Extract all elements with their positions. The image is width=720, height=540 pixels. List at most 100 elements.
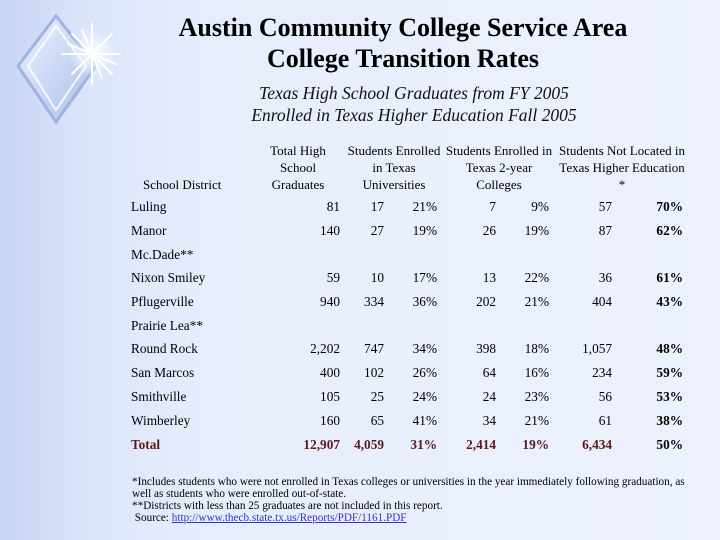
cell-notlocated-count: 1,057: [582, 341, 613, 356]
cell-total-graduates: 12,907: [303, 437, 340, 452]
cell-notlocated-pct: 61%: [656, 270, 684, 285]
cell-district: Prairie Lea**: [131, 317, 203, 333]
cell-district: Nixon Smiley: [131, 270, 206, 285]
cell-2yr-count: 7: [489, 199, 497, 214]
table-row: Manor 140 27 19% 26 19% 87 62%: [129, 219, 689, 243]
sparkle-diamond-logo: [16, 13, 121, 125]
cell-univ-count: 17: [370, 199, 384, 214]
cell-total-univ-count: 4,059: [354, 437, 384, 452]
cell-univ-pct: 34%: [412, 341, 438, 356]
cell-univ-count: [345, 243, 389, 266]
subtitle-line-2: Enrolled in Texas Higher Education Fall …: [251, 105, 577, 125]
cell-district: Manor: [131, 223, 167, 238]
source-link[interactable]: http://www.thecb.state.tx.us/Reports/PDF…: [171, 512, 407, 524]
cell-notlocated-pct: [617, 243, 689, 266]
cell-district: Luling: [131, 199, 167, 214]
table-total-row: Total 12,907 4,059 31% 2,414 19% 6,434 5…: [129, 433, 689, 457]
cell-notlocated-pct: 62%: [656, 223, 684, 238]
cell-univ-pct: [389, 243, 443, 266]
table-row: Wimberley 160 65 41% 34 21% 61 38%: [129, 409, 689, 433]
cell-2yr-pct: 21%: [524, 294, 550, 309]
source-line: Source: http://www.thecb.state.tx.us/Rep…: [132, 512, 702, 524]
cell-graduates: 160: [320, 413, 340, 428]
cell-2yr-pct: 23%: [524, 389, 550, 404]
footnote-not-located: *Includes students who were not enrolled…: [132, 476, 685, 500]
cell-notlocated-count: [555, 243, 617, 266]
header-universities: Students Enrolled in Texas Universities: [347, 143, 441, 192]
slide-title: Austin Community College Service Area Co…: [100, 12, 706, 74]
cell-univ-pct: 19%: [412, 223, 438, 238]
cell-notlocated-count: 404: [592, 294, 613, 309]
table-row: Luling 81 17 21% 7 9% 57 70%: [129, 195, 689, 219]
cell-2yr-pct: 9%: [531, 199, 550, 214]
cell-univ-count: 27: [370, 223, 384, 238]
cell-univ-pct: 21%: [412, 199, 438, 214]
cell-univ-count: 65: [370, 413, 384, 428]
cell-2yr-pct: 21%: [524, 413, 550, 428]
cell-notlocated-pct: 53%: [656, 389, 684, 404]
table-row: Round Rock 2,202 747 34% 398 18% 1,057 4…: [129, 337, 689, 361]
cell-notlocated-count: 87: [598, 223, 613, 238]
cell-graduates: 59: [326, 270, 340, 285]
cell-district: Smithville: [131, 389, 187, 404]
cell-total-notlocated-pct: 50%: [656, 437, 684, 452]
cell-univ-count: 102: [364, 365, 384, 380]
cell-2yr-count: 202: [476, 294, 497, 309]
cell-notlocated-pct: 59%: [656, 365, 684, 380]
cell-graduates: 940: [320, 294, 340, 309]
cell-2yr-pct: 19%: [524, 223, 550, 238]
table-header-row: School District Total High School Gradua…: [129, 140, 689, 195]
cell-univ-count: 334: [364, 294, 384, 309]
header-two-year-colleges: Students Enrolled in Texas 2-year Colleg…: [445, 143, 553, 192]
table-row: Mc.Dade**: [129, 243, 689, 266]
cell-notlocated-count: 234: [592, 365, 613, 380]
cell-notlocated-count: 56: [598, 389, 613, 404]
cell-2yr-pct: 22%: [524, 270, 550, 285]
cell-notlocated-count: 36: [598, 270, 613, 285]
cell-graduates: 2,202: [310, 341, 340, 356]
cell-graduates: [251, 314, 345, 337]
cell-2yr-count: [443, 243, 501, 266]
footnote-small-districts: **Districts with less than 25 graduates …: [132, 500, 443, 512]
cell-total-univ-pct: 31%: [410, 437, 438, 452]
cell-univ-pct: 41%: [412, 413, 438, 428]
cell-univ-count: [345, 314, 389, 337]
header-school-district: School District: [143, 177, 222, 192]
cell-notlocated-count: 61: [598, 413, 613, 428]
table-row: Smithville 105 25 24% 24 23% 56 53%: [129, 385, 689, 409]
cell-graduates: 140: [320, 223, 340, 238]
table-body: Luling 81 17 21% 7 9% 57 70% Manor 140 2…: [129, 195, 689, 457]
table-row: Prairie Lea**: [129, 314, 689, 337]
cell-notlocated-pct: 48%: [656, 341, 684, 356]
subtitle-line-1: Texas High School Graduates from FY 2005: [259, 83, 569, 103]
cell-graduates: 81: [326, 199, 340, 214]
cell-2yr-pct: [501, 314, 555, 337]
cell-2yr-pct: 16%: [524, 365, 550, 380]
cell-graduates: [251, 243, 345, 266]
cell-graduates: 400: [320, 365, 340, 380]
transition-rates-table: School District Total High School Gradua…: [129, 140, 689, 457]
cell-notlocated-count: [555, 314, 617, 337]
cell-univ-count: 747: [364, 341, 384, 356]
cell-univ-count: 10: [370, 270, 384, 285]
footnotes: *Includes students who were not enrolled…: [132, 476, 702, 524]
header-total-graduates: Total High School Graduates: [270, 143, 326, 192]
cell-2yr-count: [443, 314, 501, 337]
cell-total-label: Total: [131, 437, 161, 452]
cell-graduates: 105: [320, 389, 340, 404]
slide-subtitle: Texas High School Graduates from FY 2005…: [100, 82, 720, 126]
cell-notlocated-pct: 38%: [656, 413, 684, 428]
cell-notlocated-pct: [617, 314, 689, 337]
cell-2yr-count: 64: [482, 365, 497, 380]
cell-2yr-count: 26: [482, 223, 497, 238]
title-line-2: College Transition Rates: [266, 44, 540, 73]
cell-2yr-pct: [501, 243, 555, 266]
cell-univ-pct: 26%: [412, 365, 438, 380]
cell-district: Mc.Dade**: [131, 246, 194, 262]
source-label: Source:: [134, 512, 172, 524]
cell-total-notlocated-count: 6,434: [582, 437, 613, 452]
cell-2yr-count: 34: [482, 413, 497, 428]
cell-district: Pflugerville: [131, 294, 194, 309]
cell-univ-pct: [389, 314, 443, 337]
cell-univ-pct: 24%: [412, 389, 438, 404]
